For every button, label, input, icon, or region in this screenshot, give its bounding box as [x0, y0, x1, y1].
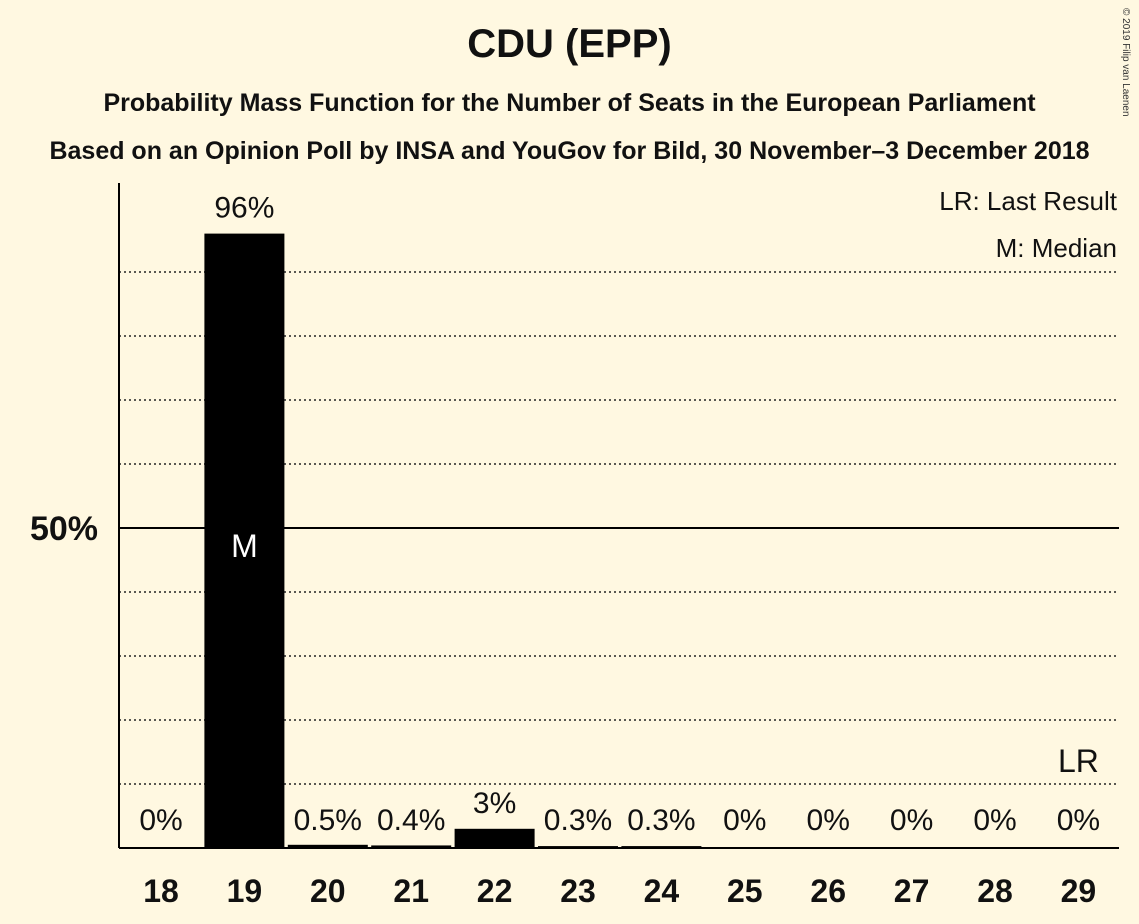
value-label-21: 0.4% — [377, 804, 445, 837]
x-tick-24: 24 — [644, 873, 680, 909]
bar-22 — [454, 828, 535, 848]
x-tick-20: 20 — [310, 873, 346, 909]
x-tick-25: 25 — [727, 873, 763, 909]
value-labels: 0% 96% 0.5% 0.4% 3% 0.3% 0.3% 0% 0% 0% 0% 0% M LR — [139, 192, 1100, 837]
bar-19 — [204, 233, 285, 849]
bar-21 — [371, 845, 452, 848]
bar-20 — [287, 844, 368, 848]
x-tick-21: 21 — [393, 873, 429, 909]
axes — [118, 183, 1119, 849]
value-label-26: 0% — [807, 804, 850, 837]
x-tick-29: 29 — [1061, 873, 1097, 909]
x-tick-26: 26 — [810, 873, 846, 909]
value-label-25: 0% — [723, 804, 766, 837]
value-label-24: 0.3% — [627, 804, 695, 837]
median-marker: M — [231, 528, 258, 564]
last-result-marker: LR — [1058, 743, 1099, 779]
legend-last-result: LR: Last Result — [939, 186, 1118, 216]
chart-title: CDU (EPP) — [467, 22, 672, 66]
value-label-23: 0.3% — [544, 804, 612, 837]
value-label-28: 0% — [973, 804, 1016, 837]
x-tick-22: 22 — [477, 873, 513, 909]
x-tick-28: 28 — [977, 873, 1013, 909]
gridlines: 50% — [30, 271, 1119, 785]
value-label-22: 3% — [473, 787, 516, 820]
chart-subtitle: Probability Mass Function for the Number… — [103, 89, 1036, 117]
value-label-20: 0.5% — [294, 804, 362, 837]
x-tick-23: 23 — [560, 873, 596, 909]
value-label-18: 0% — [139, 804, 182, 837]
x-tick-18: 18 — [143, 873, 179, 909]
value-label-19: 96% — [214, 192, 274, 225]
legend-median: M: Median — [996, 233, 1117, 263]
x-tick-labels: 18 19 20 21 22 23 24 25 26 27 28 29 — [143, 873, 1096, 909]
value-label-29: 0% — [1057, 804, 1100, 837]
chart-source: Based on an Opinion Poll by INSA and You… — [49, 137, 1090, 165]
x-tick-19: 19 — [227, 873, 263, 909]
y-tick-label: 50% — [30, 510, 98, 548]
x-tick-27: 27 — [894, 873, 930, 909]
bars — [204, 233, 702, 849]
value-label-27: 0% — [890, 804, 933, 837]
